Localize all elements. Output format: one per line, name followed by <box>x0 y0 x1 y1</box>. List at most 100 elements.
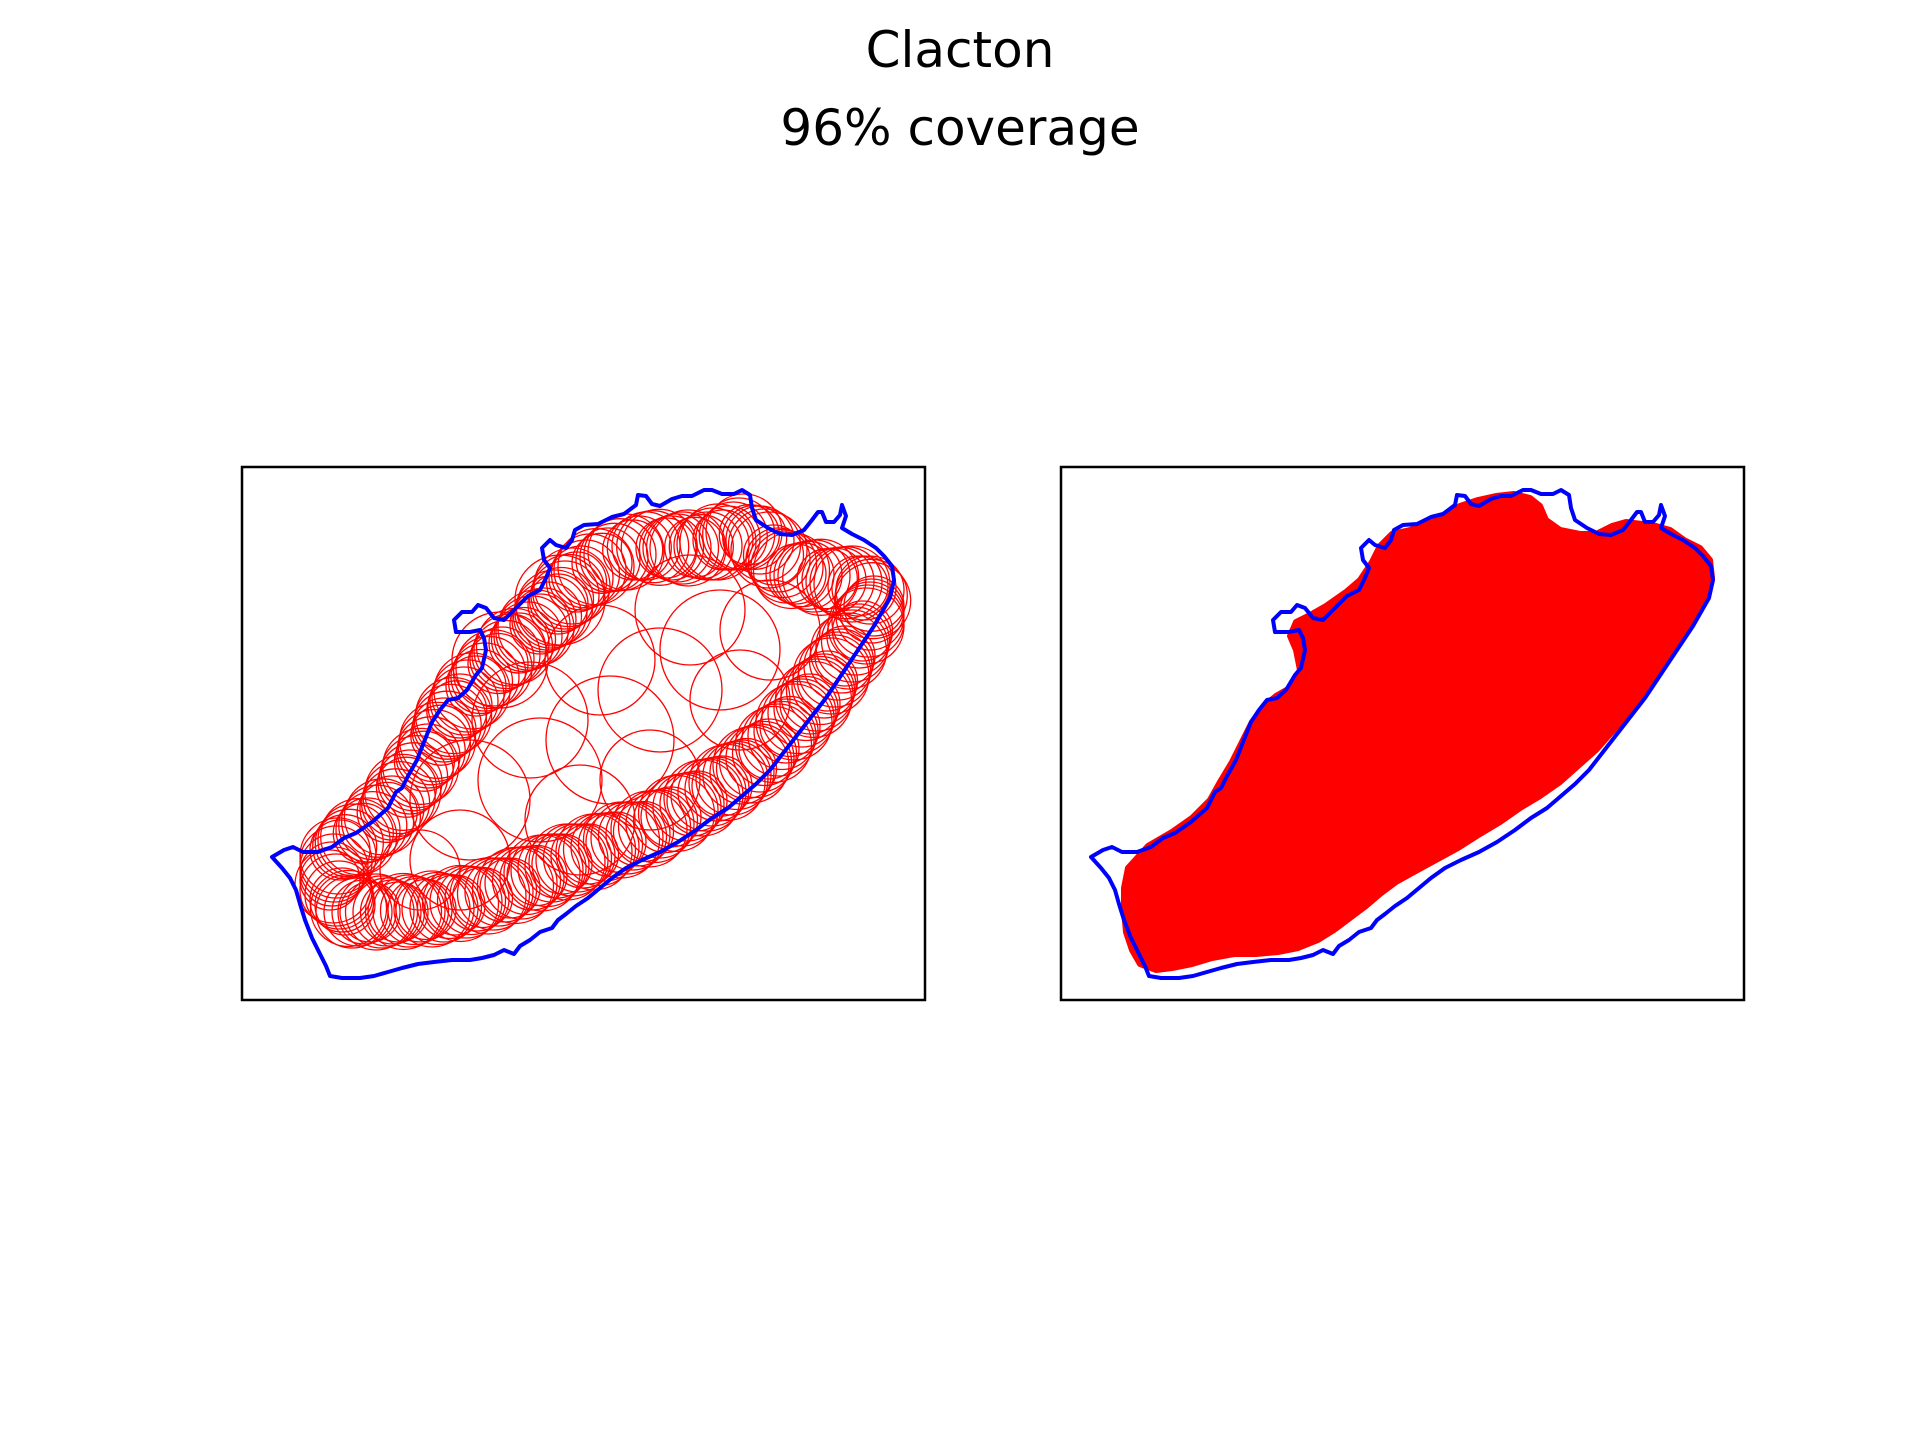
coverage-circle <box>814 625 876 687</box>
coverage-circle <box>642 513 712 583</box>
coverage-circle <box>356 781 418 844</box>
coverage-circle <box>767 678 837 748</box>
coverage-circle <box>550 539 621 609</box>
coverage-circle <box>379 875 450 946</box>
coverage-circle <box>338 790 408 861</box>
coverage-circle <box>359 775 425 841</box>
coverage-circle <box>688 743 766 822</box>
coverage-circle <box>409 873 479 943</box>
coverage-circle <box>761 680 835 755</box>
coverage-circle <box>634 554 746 666</box>
coverage-circle <box>352 877 422 947</box>
figure-subtitle: 96% coverage <box>780 99 1140 157</box>
coverage-circle <box>649 509 727 587</box>
coverage-circle <box>583 518 657 592</box>
coverage-circle <box>562 812 637 887</box>
coverage-circle <box>477 717 603 843</box>
coverage-circle <box>645 511 720 585</box>
coverage-circle <box>577 811 644 878</box>
left-map-panel <box>240 465 927 1002</box>
coverage-circle <box>638 515 705 581</box>
coverage-circle <box>511 587 577 653</box>
coverage-circle <box>488 612 550 674</box>
coverage-circle <box>524 764 636 876</box>
coverage-circle <box>597 627 723 753</box>
coverage-circle <box>831 600 894 662</box>
coverage-circle <box>413 683 488 758</box>
figure-title: Clacton <box>865 21 1055 79</box>
coverage-circle <box>689 649 791 751</box>
coverage-circle <box>421 864 500 943</box>
coverage-circle <box>506 844 568 907</box>
coverage-circle <box>364 872 443 951</box>
coverage-circle <box>834 562 912 640</box>
coverage-circle <box>719 579 821 681</box>
coverage-circle <box>396 716 466 786</box>
coverage-circle <box>773 675 839 742</box>
coverage-circle <box>585 811 647 873</box>
coverage-circle <box>412 690 482 760</box>
coverage-circle <box>409 739 531 861</box>
coverage-circle <box>314 808 384 878</box>
coverage-circle <box>484 846 558 920</box>
right-map-panel <box>1059 465 1746 1002</box>
coverage-circle <box>514 554 606 646</box>
coverage-circle <box>695 742 769 816</box>
coverage-circle <box>659 589 781 711</box>
coverage-circle <box>447 648 514 715</box>
coverage-circle <box>753 698 819 764</box>
coverage-circle <box>471 661 589 779</box>
coverage-circle <box>490 606 557 673</box>
coverage-circle <box>339 881 401 943</box>
coverage-circle <box>377 749 443 815</box>
coverage-circle <box>815 609 889 683</box>
coverage-circle <box>571 532 633 594</box>
coverage-circle <box>570 812 640 882</box>
coverage-circle <box>315 875 389 949</box>
coverage-circle <box>752 531 831 610</box>
boundary-outline-left <box>270 488 896 980</box>
coverage-circle <box>616 510 690 584</box>
coverage-circle <box>451 611 549 709</box>
coverage-circle <box>323 877 393 947</box>
coverage-circle <box>599 729 701 831</box>
coverage-circle <box>738 718 800 780</box>
coverage-circle <box>635 517 697 579</box>
coverage-circle <box>769 542 835 608</box>
coverage-circle <box>702 740 772 811</box>
coverage-circle <box>548 545 614 611</box>
coverage-circle <box>715 737 778 800</box>
coverage-circles-outline <box>294 493 912 951</box>
coverage-circle <box>337 873 415 951</box>
coverage-circle <box>544 604 656 716</box>
coverage-circle <box>545 675 675 805</box>
coverage-circle <box>372 874 446 948</box>
coverage-circle <box>309 867 375 933</box>
coverage-circle <box>379 829 461 911</box>
coverage-circle <box>722 504 788 570</box>
coverage-circle <box>344 875 419 949</box>
coverage-circle <box>429 666 499 736</box>
coverage-circle <box>469 626 535 692</box>
coverage-circle <box>411 697 477 763</box>
coverage-circle <box>393 730 456 792</box>
coverage-circle <box>725 505 795 575</box>
coverage-circle <box>742 524 805 586</box>
coverage-circle <box>410 704 472 766</box>
coverage-circle <box>367 881 429 943</box>
coverage-circle <box>409 809 511 911</box>
coverage-circle <box>791 653 857 719</box>
coverage-circle <box>395 723 461 789</box>
coverage-circle <box>575 527 641 593</box>
coverage-circle <box>331 879 397 945</box>
coverage-circle <box>782 538 860 616</box>
coverage-circle <box>491 845 562 916</box>
coverage-circle <box>359 879 426 945</box>
coverage-circle <box>309 869 388 948</box>
coverage-circle <box>645 773 719 847</box>
coverage-circle <box>637 774 716 853</box>
coverage-circle <box>747 700 817 771</box>
coverage-circle <box>528 566 595 633</box>
coverage-circle <box>820 606 891 676</box>
